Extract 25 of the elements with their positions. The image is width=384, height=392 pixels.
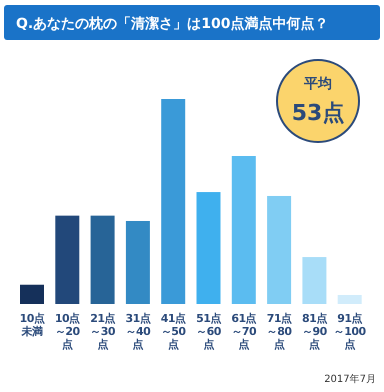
- x-tick-label: 31点～40点: [124, 312, 152, 351]
- x-tick-label: 10点～20点: [54, 312, 81, 351]
- annotation: 平均 53点: [292, 76, 344, 126]
- bar: [196, 192, 220, 304]
- x-tick-label: 71点～80点: [266, 312, 293, 351]
- x-tick-label: 10点未満: [18, 312, 46, 338]
- bar: [267, 196, 292, 304]
- bar: [55, 216, 80, 304]
- x-tick-label: 61点～70点: [230, 312, 258, 351]
- bar: [302, 257, 326, 304]
- x-tick-label: 81点～90点: [300, 312, 328, 351]
- bar: [126, 220, 150, 304]
- text: 2017年7月: [324, 373, 376, 385]
- bar: [338, 294, 362, 304]
- bar: [161, 99, 186, 304]
- average-badge: 平均 53点: [276, 59, 360, 143]
- title-banner: Q.あなたの枕の「清潔さ」は100点満点中何点？: [4, 5, 380, 40]
- bar: [20, 284, 44, 304]
- x-tick-label: 51点～60点: [195, 312, 222, 351]
- bar: [232, 156, 256, 304]
- x-tick-label: 91点～100点: [332, 312, 367, 351]
- x-tick-label: 41点～50点: [160, 312, 187, 351]
- x-tick-label: 21点～30点: [89, 312, 116, 351]
- bar: [90, 216, 115, 304]
- chart-title: Q.あなたの枕の「清潔さ」は100点満点中何点？: [16, 16, 328, 32]
